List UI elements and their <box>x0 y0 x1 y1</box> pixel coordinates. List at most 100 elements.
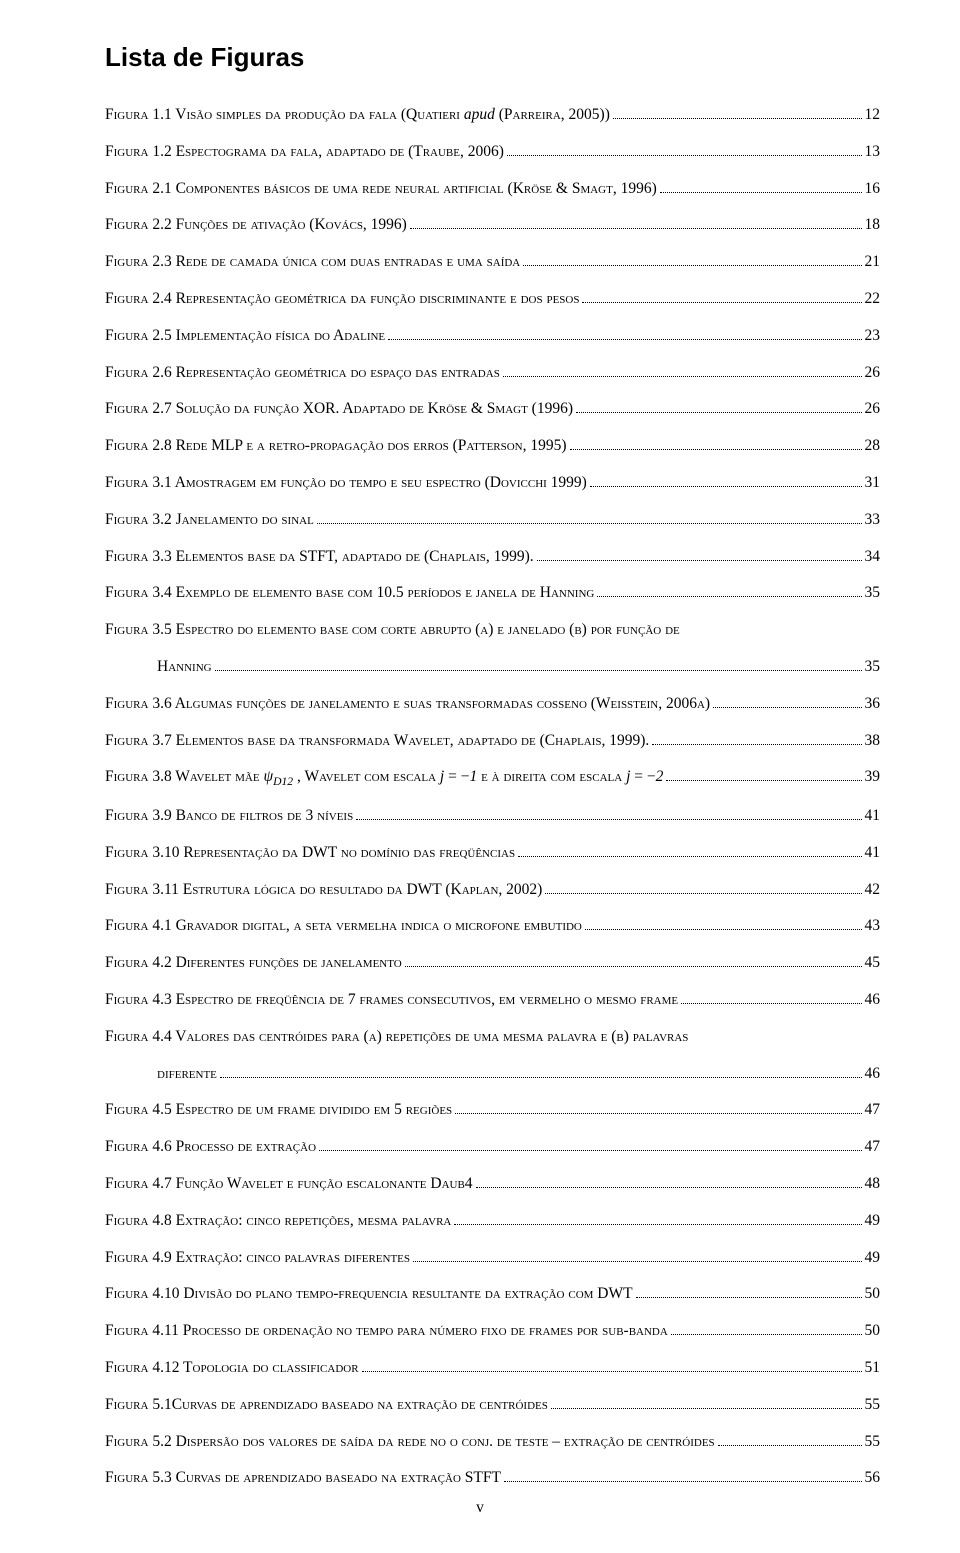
dot-leader <box>503 362 862 376</box>
figure-entry-page: 55 <box>865 1430 881 1455</box>
figure-entry-page: 13 <box>865 140 881 165</box>
dot-leader <box>405 953 862 967</box>
dot-leader <box>551 1395 862 1409</box>
figure-entry-label: Hanning <box>157 655 212 680</box>
figure-entry-page: 43 <box>865 914 881 939</box>
figure-entry-label: Figura 4.7 Função Wavelet e função escal… <box>105 1172 473 1197</box>
figure-entry: Figura 4.12 Topologia do classificador 5… <box>105 1356 880 1381</box>
figure-entry-label: Figura 2.4 Representação geométrica da f… <box>105 287 579 312</box>
figure-entry-label: Figura 1.2 Espectograma da fala, adaptad… <box>105 140 504 165</box>
dot-leader <box>590 473 862 487</box>
figure-entry-page: 39 <box>865 765 881 790</box>
figure-entry: Hanning 35 <box>105 655 880 680</box>
figure-entry-page: 34 <box>865 545 881 570</box>
figure-entry-label: Figura 4.11 Processo de ordenação no tem… <box>105 1319 668 1344</box>
figure-entry-label: Figura 5.1Curvas de aprendizado baseado … <box>105 1393 548 1418</box>
figure-entry-page: 18 <box>865 213 881 238</box>
figure-entry-page: 12 <box>865 103 881 128</box>
figure-entry-page: 46 <box>865 988 881 1013</box>
figure-entry: Figura 3.2 Janelamento do sinal 33 <box>105 508 880 533</box>
figure-entry: Figura 2.1 Componentes básicos de uma re… <box>105 177 880 202</box>
dot-leader <box>585 916 862 930</box>
figure-entry: Figura 3.10 Representação da DWT no domí… <box>105 841 880 866</box>
dot-leader <box>220 1063 862 1077</box>
figure-entry-label: Figura 4.10 Divisão do plano tempo-frequ… <box>105 1282 633 1307</box>
figure-entry: Figura 4.4 Valores das centróides para (… <box>105 1025 880 1050</box>
figure-entry-label: Figura 5.3 Curvas de aprendizado baseado… <box>105 1466 501 1491</box>
figure-entry-page: 38 <box>865 729 881 754</box>
dot-leader <box>537 546 862 560</box>
figure-entry: Figura 2.7 Solução da função XOR. Adapta… <box>105 397 880 422</box>
figure-entry: Figura 4.2 Diferentes funções de janelam… <box>105 951 880 976</box>
figure-entry-label: Figura 3.6 Algumas funções de janelament… <box>105 692 710 717</box>
dot-leader <box>718 1431 862 1445</box>
figure-entry: Figura 1.2 Espectograma da fala, adaptad… <box>105 140 880 165</box>
dot-leader <box>356 806 861 820</box>
figure-entry: Figura 4.10 Divisão do plano tempo-frequ… <box>105 1282 880 1307</box>
figure-entry-label: Figura 3.5 Espectro do elemento base com… <box>105 618 680 643</box>
dot-leader <box>597 583 861 597</box>
figure-entry: Figura 4.1 Gravador digital, a seta verm… <box>105 914 880 939</box>
figure-entry: diferente 46 <box>105 1062 880 1087</box>
figure-list: Figura 1.1 Visão simples da produção da … <box>105 103 880 1491</box>
figure-entry-label: Figura 3.10 Representação da DWT no domí… <box>105 841 515 866</box>
page-title: Lista de Figuras <box>105 42 880 73</box>
figure-entry: Figura 3.11 Estrutura lógica do resultad… <box>105 878 880 903</box>
footer-page-number: v <box>0 1499 960 1517</box>
dot-leader <box>504 1468 862 1482</box>
dot-leader <box>545 879 861 893</box>
dot-leader <box>523 252 861 266</box>
dot-leader <box>413 1247 861 1261</box>
figure-entry-label: Figura 4.1 Gravador digital, a seta verm… <box>105 914 582 939</box>
figure-entry: Figura 4.3 Espectro de freqüência de 7 f… <box>105 988 880 1013</box>
figure-entry-page: 45 <box>865 951 881 976</box>
figure-entry-page: 47 <box>865 1098 881 1123</box>
figure-entry-page: 41 <box>865 804 881 829</box>
figure-entry: Figura 4.8 Extração: cinco repetições, m… <box>105 1209 880 1234</box>
figure-entry: Figura 4.11 Processo de ordenação no tem… <box>105 1319 880 1344</box>
figure-entry-page: 36 <box>865 692 881 717</box>
figure-entry: Figura 3.6 Algumas funções de janelament… <box>105 692 880 717</box>
dot-leader <box>666 767 861 781</box>
dot-leader <box>582 289 861 303</box>
dot-leader <box>652 730 861 744</box>
figure-entry-label: Figura 4.4 Valores das centróides para (… <box>105 1025 688 1050</box>
dot-leader <box>215 657 862 671</box>
figure-entry-label: Figura 3.2 Janelamento do sinal <box>105 508 314 533</box>
dot-leader <box>317 510 862 524</box>
figure-entry-page: 50 <box>865 1319 881 1344</box>
figure-entry-page: 35 <box>865 655 881 680</box>
figure-entry: Figura 3.4 Exemplo de elemento base com … <box>105 581 880 606</box>
dot-leader <box>455 1100 861 1114</box>
figure-entry-page: 50 <box>865 1282 881 1307</box>
figure-entry-label: Figura 2.8 Rede MLP e a retro-propagação… <box>105 434 567 459</box>
figure-entry-page: 47 <box>865 1135 881 1160</box>
figure-entry-label: Figura 2.3 Rede de camada única com duas… <box>105 250 520 275</box>
figure-entry-label: Figura 4.12 Topologia do classificador <box>105 1356 359 1381</box>
dot-leader <box>319 1137 861 1151</box>
figure-entry-label: Figura 4.8 Extração: cinco repetições, m… <box>105 1209 451 1234</box>
figure-entry-page: 16 <box>865 177 881 202</box>
figure-entry-page: 51 <box>865 1356 881 1381</box>
figure-entry-label: Figura 2.7 Solução da função XOR. Adapta… <box>105 397 573 422</box>
figure-entry-label: Figura 1.1 Visão simples da produção da … <box>105 103 610 128</box>
figure-entry-page: 55 <box>865 1393 881 1418</box>
figure-entry-label: Figura 2.2 Funções de ativação (Kovács, … <box>105 213 407 238</box>
figure-entry-page: 26 <box>865 361 881 386</box>
figure-entry: Figura 5.1Curvas de aprendizado baseado … <box>105 1393 880 1418</box>
figure-entry-label: Figura 4.3 Espectro de freqüência de 7 f… <box>105 988 678 1013</box>
figure-entry: Figura 3.1 Amostragem em função do tempo… <box>105 471 880 496</box>
dot-leader <box>576 399 862 413</box>
figure-entry: Figura 3.8 Wavelet mãe ψD12 , Wavelet co… <box>105 765 880 792</box>
figure-entry-label: Figura 4.6 Processo de extração <box>105 1135 316 1160</box>
figure-entry-label: Figura 5.2 Dispersão dos valores de saíd… <box>105 1430 715 1455</box>
dot-leader <box>410 215 862 229</box>
figure-entry-page: 46 <box>865 1062 881 1087</box>
figure-entry-label: Figura 3.1 Amostragem em função do tempo… <box>105 471 587 496</box>
figure-entry-page: 42 <box>865 878 881 903</box>
figure-entry: Figura 2.8 Rede MLP e a retro-propagação… <box>105 434 880 459</box>
dot-leader <box>671 1321 862 1335</box>
figure-entry-label: Figura 2.6 Representação geométrica do e… <box>105 361 500 386</box>
figure-entry-page: 33 <box>865 508 881 533</box>
figure-entry-page: 35 <box>865 581 881 606</box>
